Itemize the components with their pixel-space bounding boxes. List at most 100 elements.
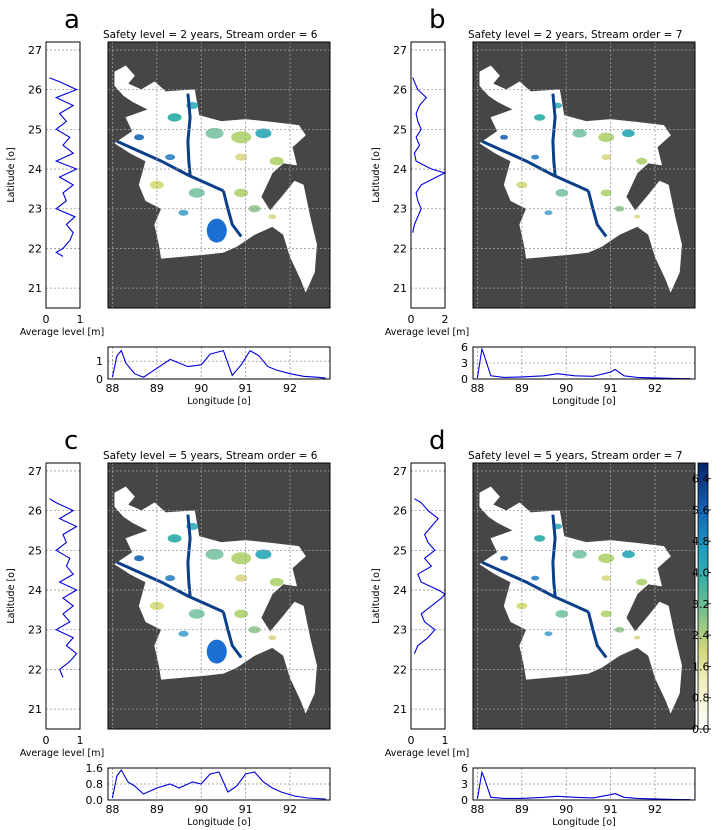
- river-channel: [186, 514, 192, 597]
- lon-tick-label: 90: [194, 382, 208, 395]
- lat-tick-label: 23: [393, 624, 407, 637]
- lon-profile-frame: [472, 767, 696, 801]
- lon-tick-label: 90: [194, 803, 208, 816]
- colorbar-tick-label: 0.0: [692, 723, 710, 736]
- flood-depth-patch: [634, 214, 641, 219]
- lat-tick-label: 22: [28, 663, 42, 676]
- colorbar-tick-label: 0.8: [692, 692, 710, 705]
- lat-tick-label: 22: [393, 663, 407, 676]
- colorbar-tick-label: 2.4: [692, 629, 710, 642]
- river-channel: [586, 190, 608, 238]
- lat-profile-line: [413, 498, 446, 654]
- panel-letter: b: [429, 5, 446, 35]
- panel-a: a Safety level = 2 years, Stream order = …: [6, 5, 331, 407]
- lon-profile-line: [111, 768, 326, 800]
- lon-tick-label: 92: [648, 803, 662, 816]
- flood-depth-patch: [206, 218, 227, 243]
- flood-depth-patch: [636, 578, 648, 586]
- lat-xtick-label: 0: [43, 313, 50, 326]
- panel-title: Safety level = 2 years, Stream order = 6: [103, 29, 318, 41]
- flood-depth-patch: [178, 209, 189, 216]
- panel-d: d Safety level = 5 years, Stream order = …: [371, 426, 696, 828]
- lat-xtick-label: 0: [408, 313, 415, 326]
- lon-profile-line: [111, 349, 326, 379]
- flood-depth-patch: [188, 188, 205, 198]
- flood-depth-patch: [544, 631, 553, 637]
- lat-profile-line: [49, 77, 78, 257]
- lon-profile-frame: [107, 767, 331, 801]
- lon-tick-label: 91: [604, 803, 618, 816]
- flood-depth-patch: [531, 575, 540, 581]
- lon-tick-label: 89: [150, 382, 164, 395]
- flood-depth-patch: [572, 128, 587, 138]
- flood-depth-patch: [622, 550, 635, 559]
- panel-title: Safety level = 5 years, Stream order = 7: [468, 450, 682, 462]
- lon-ytick-label: 3: [461, 778, 468, 791]
- lat-xtick-label: 0: [43, 734, 50, 747]
- flood-depth-patch: [255, 549, 272, 560]
- lon-ytick-label: 0: [461, 794, 468, 807]
- lat-tick-label: 21: [393, 282, 407, 295]
- flood-depth-patch: [231, 131, 252, 144]
- lon-profile-frame: [107, 346, 331, 380]
- lon-ytick-label: 1: [96, 355, 103, 368]
- lat-tick-label: 25: [28, 544, 42, 557]
- flood-depth-patch: [572, 549, 587, 559]
- lat-profile-line: [49, 498, 78, 678]
- map-frame: [107, 41, 331, 309]
- lat-tick-label: 25: [393, 123, 407, 136]
- lat-profile-frame: [410, 41, 446, 309]
- flood-depth-patch: [269, 577, 284, 587]
- flood-depth-patch: [134, 555, 145, 562]
- flood-depth-patch: [165, 575, 176, 582]
- lat-tick-label: 26: [28, 505, 42, 518]
- lon-tick-label: 90: [559, 803, 573, 816]
- lat-tick-label: 23: [28, 203, 42, 216]
- colorbar-bar: [697, 462, 709, 730]
- flood-depth-patch: [614, 626, 625, 633]
- river-channel: [186, 93, 192, 176]
- lon-tick-label: 91: [239, 803, 253, 816]
- lat-profile-frame: [45, 41, 81, 309]
- lat-yaxis-label: Latitude [o]: [6, 147, 17, 202]
- lat-tick-label: 24: [393, 163, 407, 176]
- flood-depth-patch: [601, 154, 611, 161]
- flood-depth-patch: [531, 154, 540, 160]
- panel-letter: a: [64, 5, 80, 35]
- lat-profile-line: [412, 77, 447, 233]
- flood-depth-patch: [255, 128, 272, 139]
- flood-depth-patch: [555, 610, 569, 618]
- flood-depth-patch: [634, 635, 641, 640]
- lon-tick-label: 91: [604, 382, 618, 395]
- lon-ytick-label: 3: [461, 357, 468, 370]
- flood-depth-patch: [235, 153, 248, 161]
- flood-depth-patch: [601, 575, 611, 582]
- lon-tick-label: 88: [105, 382, 119, 395]
- flood-depth-patch: [600, 189, 612, 197]
- lat-tick-label: 23: [28, 624, 42, 637]
- flood-depth-patch: [167, 113, 182, 122]
- panel-title: Safety level = 5 years, Stream order = 6: [103, 450, 318, 462]
- lon-profile-frame: [472, 346, 696, 380]
- flood-depth-patch: [167, 534, 182, 543]
- river-channel: [586, 611, 608, 659]
- river-channel: [551, 93, 557, 176]
- lat-xtick-label: 1: [77, 734, 84, 747]
- lat-tick-label: 21: [393, 703, 407, 716]
- flood-depth-patch: [534, 114, 546, 121]
- panel-title: Safety level = 2 years, Stream order = 7: [468, 29, 682, 41]
- flood-depth-patch: [534, 535, 546, 542]
- lon-tick-label: 92: [283, 382, 297, 395]
- river-channel: [481, 560, 590, 614]
- river-channel: [481, 139, 590, 193]
- lon-xaxis-label: Longitude [o]: [187, 817, 251, 828]
- flood-depth-patch: [235, 574, 248, 582]
- lat-tick-label: 23: [393, 203, 407, 216]
- lat-tick-label: 25: [28, 123, 42, 136]
- lat-xaxis-label: Average level [m]: [20, 327, 104, 338]
- lon-xaxis-label: Longitude [o]: [552, 817, 616, 828]
- lat-profile-frame: [45, 462, 81, 730]
- flood-depth-patch: [598, 132, 615, 143]
- flood-depth-patch: [500, 555, 509, 561]
- lat-tick-label: 26: [28, 84, 42, 97]
